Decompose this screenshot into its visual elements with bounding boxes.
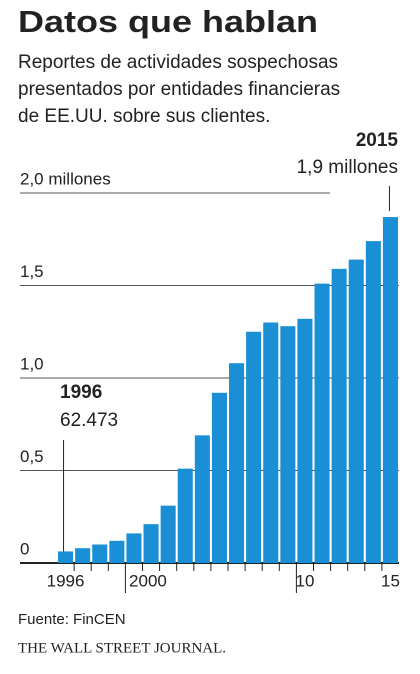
annotation-year: 1996 [60,382,102,403]
bar [177,468,193,563]
bar [246,331,262,563]
x-tick-label: 1996 [47,571,85,590]
y-tick-label: 1,0 [20,354,44,373]
annotation-year: 2015 [356,130,399,151]
bar [58,551,74,563]
y-tick-label: 0,5 [20,447,44,466]
bar [314,283,330,563]
bar [211,392,227,563]
x-tick-label: 15 [381,571,400,590]
bar [297,318,313,563]
bar [75,548,91,563]
publisher: THE WALL STREET JOURNAL. [18,640,226,656]
bar [263,322,279,563]
bar [229,363,245,563]
bar [382,217,398,564]
annotation-value: 1,9 millones [297,157,398,178]
subtitle: presentados por entidades financieras [18,79,340,100]
x-tick-label: 10 [295,571,314,590]
bar [280,326,296,563]
chart-title: Datos que hablan [18,4,318,39]
subtitle: Reportes de actividades sospechosas [18,52,338,73]
bar [143,524,159,563]
x-tick-label: 2000 [129,571,167,590]
annotation-value: 62.473 [60,410,118,431]
bar [109,540,125,563]
y-tick-label: 0 [20,539,29,558]
bar [92,544,108,563]
subtitle: de EE.UU. sobre sus clientes. [18,106,270,127]
bar [126,533,142,563]
y-tick-label: 2,0 millones [20,169,111,188]
bar [331,268,347,563]
bar [194,435,210,563]
bar [160,505,176,563]
bar [348,259,364,563]
bar [365,241,381,563]
y-tick-label: 1,5 [20,262,44,281]
source: Fuente: FinCEN [18,611,126,628]
